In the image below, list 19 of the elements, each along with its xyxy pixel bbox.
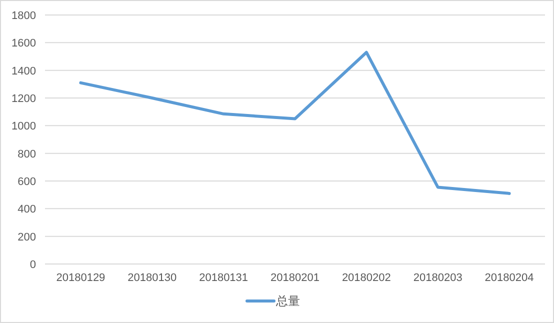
y-tick-label: 1600 <box>12 38 36 50</box>
y-tick-label: 1200 <box>12 93 36 105</box>
y-tick-label: 1800 <box>12 10 36 22</box>
y-tick-label: 800 <box>18 148 36 160</box>
y-tick-label: 0 <box>30 259 36 271</box>
y-tick-label: 1400 <box>12 65 36 78</box>
x-tick-label: 20180130 <box>128 272 177 284</box>
x-tick-label: 20180202 <box>342 272 391 284</box>
y-tick-label: 600 <box>18 176 36 188</box>
y-tick-label: 400 <box>18 204 36 216</box>
x-tick-label: 20180203 <box>413 272 462 284</box>
x-tick-label: 20180131 <box>199 272 248 284</box>
y-tick-label: 1000 <box>12 120 36 133</box>
x-tick-label: 20180129 <box>56 272 106 284</box>
y-tick-label: 200 <box>18 231 36 244</box>
x-tick-label: 20180201 <box>270 272 320 284</box>
x-tick-label: 20180204 <box>484 272 534 284</box>
line-series <box>79 50 511 195</box>
legend-label: 总量 <box>275 294 300 308</box>
